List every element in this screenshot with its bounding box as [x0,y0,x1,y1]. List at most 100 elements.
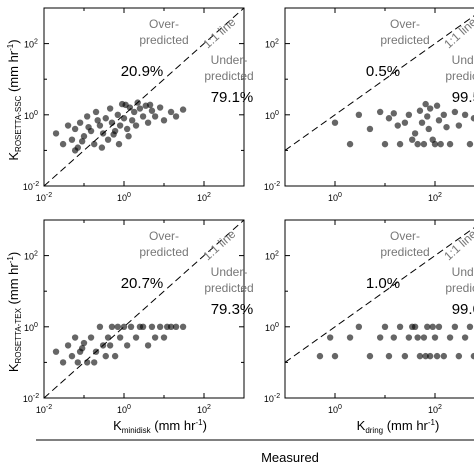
data-point-bottom-left [120,323,128,330]
data-point-top-left [71,147,79,154]
data-point-top-left [83,113,91,120]
over-label-bottom-right: predicted [380,245,429,259]
data-point-top-left [92,108,100,116]
under-label-top-left: predicted [204,69,253,83]
data-point-bottom-left [114,323,122,330]
data-point-top-right [437,140,444,148]
data-point-bottom-right [455,352,463,360]
data-point-top-right [440,111,448,119]
under-percent-top-left: 79.1% [211,89,254,106]
data-point-top-right [411,130,419,137]
data-point-top-right [401,119,409,126]
data-point-top-right [446,140,454,148]
axes-frame-bottom-left [43,219,245,399]
data-point-top-left [123,125,131,133]
data-point-top-right [346,140,354,148]
data-point-top-right [429,136,436,143]
y-tick-label-top-left: 102 [24,39,38,50]
data-point-bottom-left [156,323,164,330]
data-point-bottom-left [71,334,79,341]
data-point-bottom-right [433,352,441,360]
data-point-top-left [64,122,72,129]
data-point-top-right [409,136,416,143]
y-tick-label-bottom-right: 10-2 [264,393,280,404]
data-point-bottom-right [326,334,334,341]
y-tick-label-bottom-left: 102 [24,251,38,262]
data-point-top-right [455,122,463,129]
data-point-bottom-left [64,342,72,349]
data-point-top-right [366,125,374,133]
under-percent-bottom-right: 99.0% [452,301,474,318]
data-point-top-left [144,119,152,126]
data-point-bottom-right [420,334,428,341]
data-point-bottom-right [390,334,398,341]
data-point-top-right [396,140,404,148]
data-point-top-left [114,111,122,119]
y-axis-label-top: KROSETTA-SSC (mm hr-1) [6,39,23,160]
data-point-bottom-left [108,323,116,330]
data-point-top-left [99,130,107,137]
one-to-one-line-top-right [284,15,474,151]
data-point-top-right [331,119,339,126]
axes-frame-top-left [43,7,245,187]
data-point-bottom-right [355,323,363,330]
y-tick-label-top-right: 102 [265,39,279,50]
data-point-top-left [128,117,136,124]
data-point-bottom-right [429,323,436,330]
data-point-bottom-left [106,342,114,349]
data-point-top-right [466,140,474,148]
data-point-bottom-left [111,352,119,360]
data-point-top-right [451,108,459,116]
one-to-one-label-bottom-right: 1:1 line [441,227,474,264]
over-label-top-left: Over- [149,17,179,31]
data-point-bottom-right [376,334,384,341]
data-point-top-left [71,125,79,133]
data-point-bottom-right [461,334,469,341]
data-point-top-left [96,122,104,129]
data-point-bottom-right [466,323,474,330]
data-point-top-left [132,122,140,129]
data-point-bottom-right [424,323,431,330]
under-label-bottom-right: Under- [452,265,474,279]
y-tick-label-top-right: 10-2 [264,181,280,192]
data-point-top-right [394,122,401,129]
under-percent-bottom-left: 79.3% [211,301,254,318]
data-point-top-right [470,115,474,122]
one-to-one-label-top-right: 1:1 line [441,15,474,52]
data-point-bottom-left [59,359,67,366]
data-point-bottom-left [99,342,107,349]
under-label-top-right: Under- [452,53,474,67]
data-point-bottom-left [148,323,156,330]
data-point-top-left [59,140,67,148]
data-point-bottom-right [385,352,393,360]
x-tick-label-bottom-left: 100 [117,404,131,415]
data-point-bottom-right [431,334,439,341]
data-point-bottom-left [104,334,112,341]
x-tick-label-top-left: 100 [117,192,131,203]
under-label-top-left: Under- [211,53,248,67]
data-point-top-right [414,140,421,148]
x-tick-label-bottom-right: 100 [328,404,342,415]
data-point-bottom-left [102,352,109,360]
under-label-top-right: predicted [445,69,474,83]
over-percent-bottom-left: 20.7% [121,275,164,292]
data-point-top-left [120,115,128,122]
data-point-top-left [139,113,147,120]
data-point-top-left [110,131,117,138]
data-point-top-left [52,130,60,137]
one-to-one-line-bottom-right [284,227,474,363]
over-label-bottom-left: predicted [139,245,188,259]
data-point-bottom-left [52,348,60,355]
data-point-top-right [418,119,426,126]
data-point-bottom-left [68,352,76,360]
y-axis-label-bottom: KROSETTA-TEX (mm hr-1) [6,252,23,372]
data-point-bottom-right [426,352,434,360]
data-point-top-left [167,108,175,116]
data-point-bottom-right [416,352,424,360]
data-point-bottom-left [83,359,91,366]
over-label-top-right: predicted [380,33,429,47]
shared-x-axis-label: Measured [261,450,319,465]
data-point-bottom-left [132,334,140,341]
y-tick-label-top-right: 100 [265,110,279,121]
